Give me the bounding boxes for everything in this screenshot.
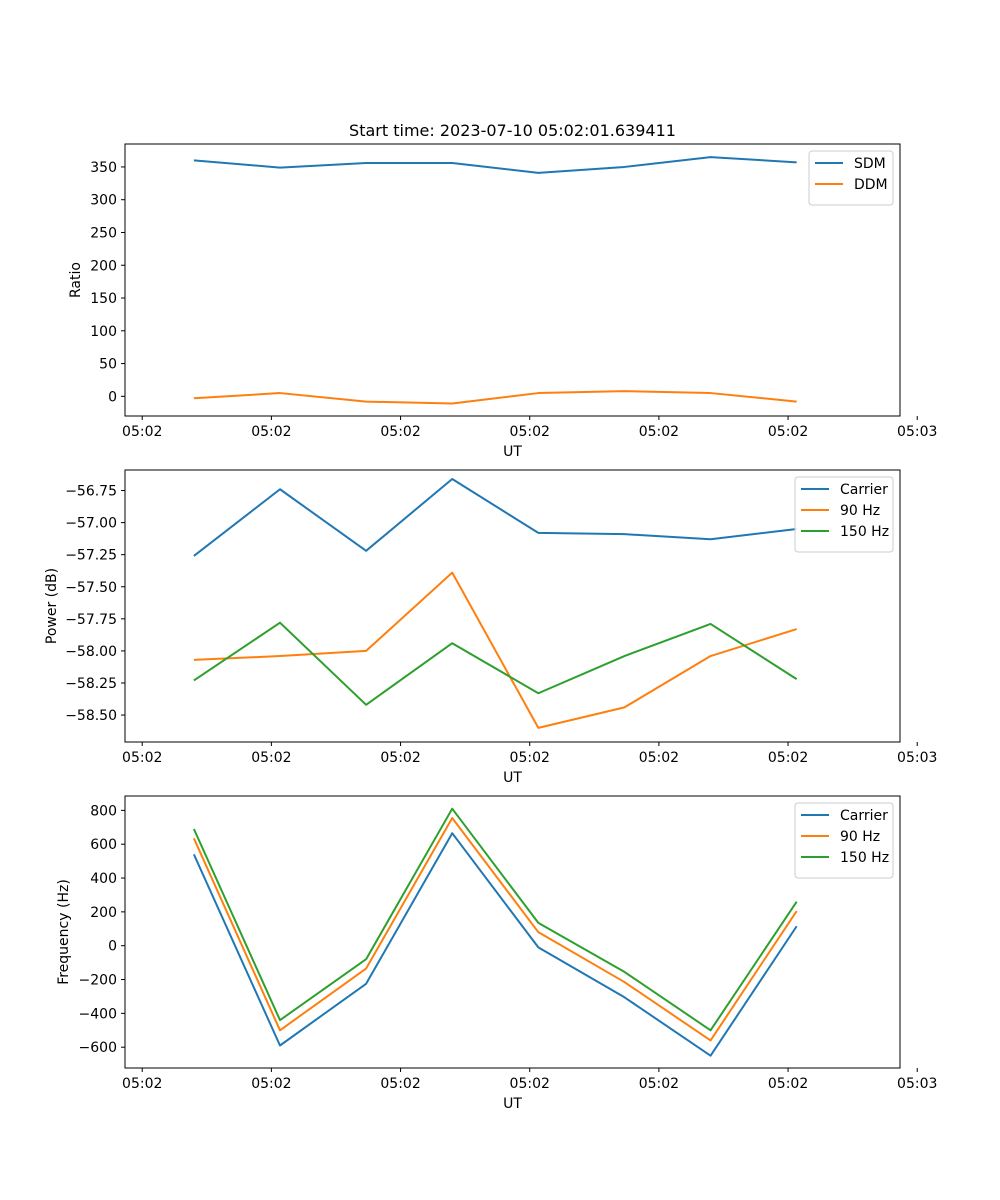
y-tick-label: −57.50: [65, 580, 117, 596]
x-tick-label: 05:02: [251, 424, 291, 440]
x-tick-label: 05:02: [122, 750, 162, 766]
y-axis-label: Frequency (Hz): [56, 879, 72, 985]
series-line-carrier: [193, 477, 797, 557]
x-tick-label: 05:02: [639, 750, 679, 766]
y-axis-label: Power (dB): [44, 568, 60, 644]
x-tick-label: 05:02: [122, 1076, 162, 1092]
legend: SDM DDM: [808, 150, 894, 206]
series-line-ddm: [193, 390, 797, 405]
y-tick-label: −58.50: [65, 708, 117, 724]
legend-label: 150 Hz: [840, 850, 889, 866]
x-tick-label: 05:02: [510, 1076, 550, 1092]
x-tick-label: 05:02: [380, 1076, 420, 1092]
y-tick-label: −400: [79, 1006, 117, 1022]
series-line-90-hz: [193, 571, 797, 729]
x-tick-label: 05:02: [510, 750, 550, 766]
subplot-3: 05:02 05:02 05:02 05:02 05:02 05:02 05:03 −600 −…: [56, 795, 937, 1112]
x-axis-label: UT: [503, 770, 522, 786]
subplot-2: 05:02 05:02 05:02 05:02 05:02 05:02 05:03 −58.5…: [44, 469, 937, 786]
y-tick-label: −58.25: [65, 676, 117, 692]
series-line-150-hz: [193, 621, 798, 706]
legend-label: SDM: [854, 156, 886, 172]
legend-label: 90 Hz: [840, 503, 880, 519]
y-tick-label: 150: [90, 291, 117, 307]
y-tick-label: −600: [79, 1040, 117, 1056]
y-tick-label: 50: [99, 357, 117, 373]
legend-box: [808, 150, 894, 206]
chart-title: Start time: 2023-07-10 05:02:01.639411: [349, 121, 676, 140]
y-tick-label: 100: [90, 324, 117, 340]
x-axis-label: UT: [503, 444, 522, 460]
legend-box: [794, 802, 894, 879]
y-tick-label: 250: [90, 225, 117, 241]
x-tick-label: 05:02: [768, 1076, 808, 1092]
x-tick-label: 05:03: [897, 1076, 937, 1092]
x-tick-label: 05:03: [897, 424, 937, 440]
series-line-90-hz: [192, 816, 798, 1042]
x-tick-label: 05:02: [380, 750, 420, 766]
y-tick-label: 300: [90, 193, 117, 209]
x-tick-label: 05:02: [251, 1076, 291, 1092]
y-tick-label: −57.25: [65, 548, 117, 564]
y-axis-label: Ratio: [68, 262, 84, 298]
series-line-sdm: [193, 156, 797, 174]
axes-frame: [124, 795, 901, 1069]
x-tick-label: 05:02: [122, 424, 162, 440]
x-tick-label: 05:02: [510, 424, 550, 440]
legend: Carrier 90 Hz 150 Hz: [794, 476, 894, 553]
y-tick-label: 0: [108, 389, 117, 405]
y-tick-label: 600: [90, 837, 117, 853]
legend-box: [794, 476, 894, 553]
y-tick-label: 400: [90, 871, 117, 887]
x-tick-label: 05:02: [768, 424, 808, 440]
x-axis-label: UT: [503, 1096, 522, 1112]
axes-frame: [124, 143, 901, 417]
y-tick-label: −200: [79, 973, 117, 989]
y-tick-label: 200: [90, 905, 117, 921]
x-tick-label: 05:03: [897, 750, 937, 766]
y-tick-label: −58.00: [65, 644, 117, 660]
legend-label: 150 Hz: [840, 524, 889, 540]
y-tick-label: 0: [108, 939, 117, 955]
legend-label: Carrier: [840, 808, 888, 824]
x-tick-label: 05:02: [251, 750, 291, 766]
y-tick-label: −56.75: [65, 484, 117, 500]
legend-label: Carrier: [840, 482, 888, 498]
series-line-150-hz: [192, 807, 798, 1032]
y-tick-label: 200: [90, 258, 117, 274]
axes-frame: [124, 469, 901, 743]
subplot-1: 05:02 05:02 05:02 05:02 05:02 05:02 05:03 0 50 10…: [68, 121, 937, 460]
x-tick-label: 05:02: [639, 1076, 679, 1092]
y-tick-label: −57.75: [65, 612, 117, 628]
x-tick-label: 05:02: [639, 424, 679, 440]
legend-label: 90 Hz: [840, 829, 880, 845]
series-line-carrier: [192, 832, 798, 1057]
x-tick-label: 05:02: [768, 750, 808, 766]
x-tick-label: 05:02: [380, 424, 420, 440]
legend: Carrier 90 Hz 150 Hz: [794, 802, 894, 879]
legend-label: DDM: [854, 177, 888, 193]
y-tick-label: −57.00: [65, 516, 117, 532]
y-tick-label: 800: [90, 803, 117, 819]
y-tick-label: 350: [90, 160, 117, 176]
